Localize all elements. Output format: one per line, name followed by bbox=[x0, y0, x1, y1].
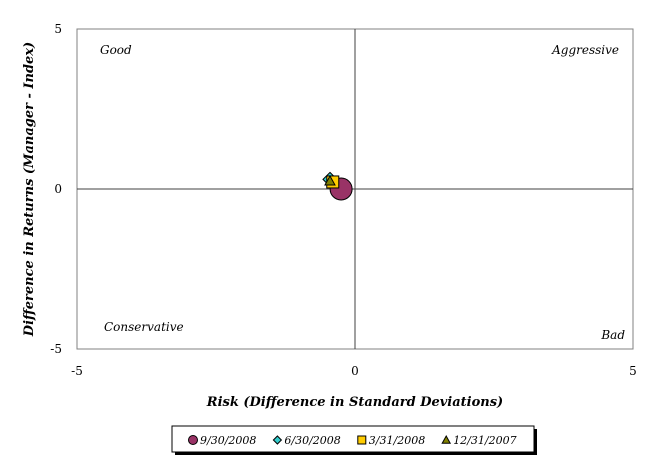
quadrant-label-bad: Bad bbox=[600, 328, 625, 342]
quadrant-label-conservative: Conservative bbox=[104, 320, 184, 334]
legend-label-9-30-2008: 9/30/2008 bbox=[200, 434, 256, 447]
legend-label-12-31-2007: 12/31/2007 bbox=[453, 434, 516, 447]
x-tick-label-right: 5 bbox=[629, 364, 637, 378]
legend-marker-3-31-2008 bbox=[357, 435, 367, 445]
legend-marker-6-30-2008 bbox=[272, 435, 283, 445]
legend-marker-12-31-2007 bbox=[441, 434, 452, 444]
y-tick-label-bottom: -5 bbox=[50, 342, 62, 356]
quadrant-label-good: Good bbox=[100, 43, 132, 57]
y-tick-label-middle: 0 bbox=[54, 182, 62, 196]
y-axis-title: Difference in Returns (Manager - Index) bbox=[22, 42, 37, 337]
legend: 9/30/2008 6/30/2008 3/31/2008 12/31/2007 bbox=[188, 434, 517, 447]
y-tick-label-top: 5 bbox=[54, 22, 62, 36]
x-axis-title: Risk (Difference in Standard Deviations) bbox=[206, 395, 503, 410]
legend-label-6-30-2008: 6/30/2008 bbox=[284, 434, 340, 447]
data-points bbox=[322, 171, 353, 201]
quadrant-label-aggressive: Aggressive bbox=[551, 43, 619, 57]
legend-marker-9-30-2008 bbox=[188, 435, 198, 445]
x-tick-label-left: -5 bbox=[71, 364, 83, 378]
data-point-12-31-2007 bbox=[324, 174, 336, 186]
x-tick-label-middle: 0 bbox=[351, 364, 359, 378]
legend-box bbox=[171, 425, 535, 453]
legend-label-3-31-2008: 3/31/2008 bbox=[369, 434, 425, 447]
